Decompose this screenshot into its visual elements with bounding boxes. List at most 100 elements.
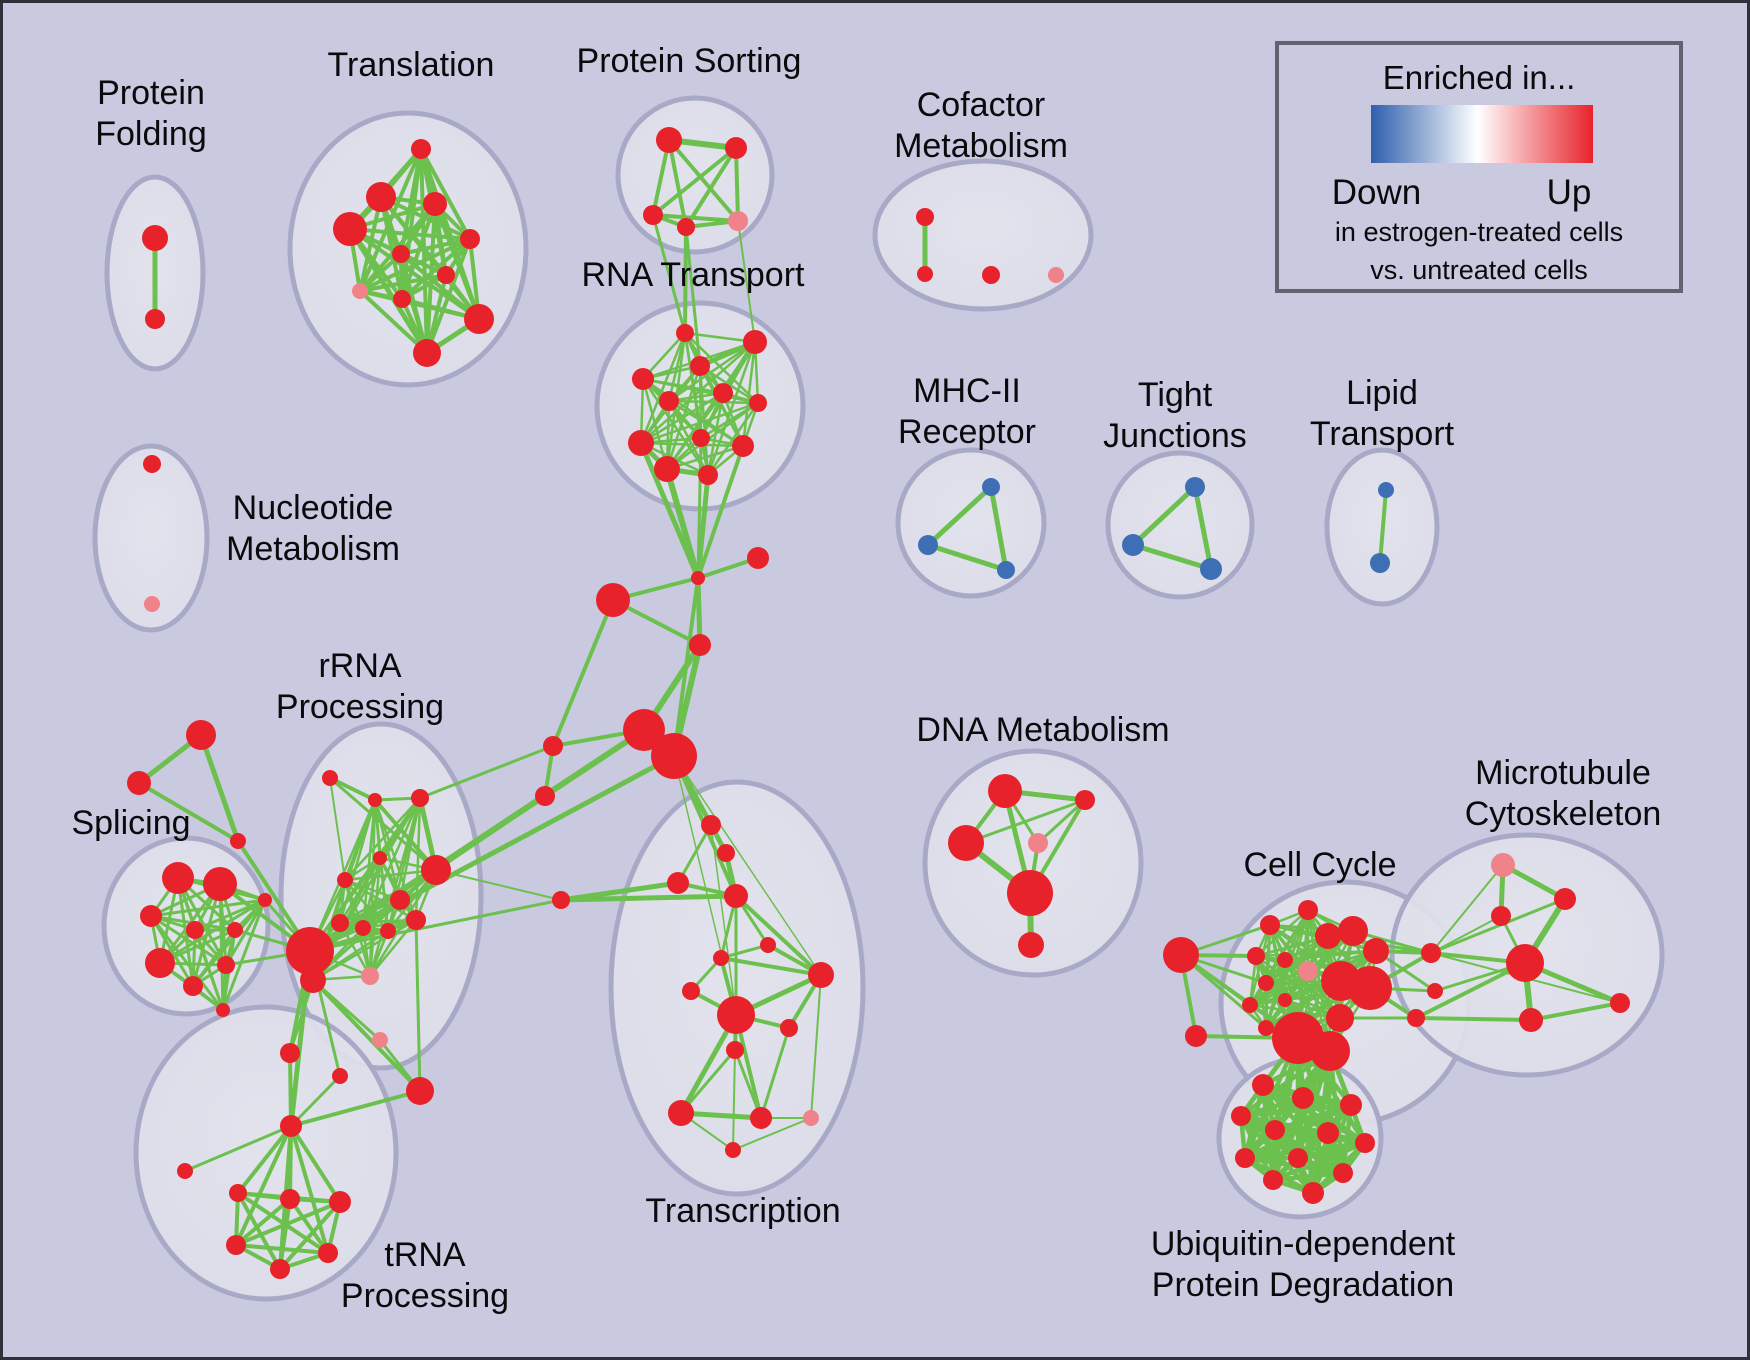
network-node-j1 [691,571,705,585]
lipid-transport-label: Lipid Transport [1310,374,1455,453]
trna-processing-label: tRNA Processing [341,1236,509,1315]
network-edge [418,744,555,800]
network-edge [347,226,430,356]
network-node-q12 [286,927,334,975]
network-node-v2 [1292,1087,1314,1109]
dna-metabolism-label: DNA Metabolism [916,711,1169,749]
mhc-ii-receptor-label: MHC-II Receptor [898,372,1036,451]
network-edge [289,1089,422,1128]
network-node-cf2 [917,266,933,282]
network-edge [183,1124,293,1173]
network-edge [684,225,702,368]
network-node-tl3 [423,192,447,216]
network-node-v1 [1252,1074,1274,1096]
cluster-ellipse-nucleotide-metabolism [92,443,210,633]
network-node-d3 [948,825,984,861]
network-edge [734,894,823,977]
rna-transport-label: RNA Transport [582,256,806,294]
network-node-cf1 [916,208,934,226]
network-edge [358,289,429,355]
network-edge [278,1197,292,1271]
network-edge [399,252,481,321]
network-node-d2 [1075,790,1095,810]
network-edge [278,1200,342,1271]
network-node-tj3 [1200,558,1222,580]
network-edge [1414,1016,1533,1022]
network-node-m4 [1506,944,1544,982]
network-node-x6 [713,950,729,966]
network-edge [307,753,677,954]
network-edge [236,1191,282,1271]
network-node-cf3 [982,266,1000,284]
network-edge [343,878,418,922]
legend-caption-line2: vs. untreated cells [1370,255,1588,285]
network-edge [137,781,240,843]
network-node-j3 [596,583,630,617]
network-node-q6 [337,872,353,888]
network-node-tl6 [392,245,410,263]
network-edge [289,1074,342,1128]
network-edge [664,466,701,581]
network-edge [236,1124,293,1195]
network-node-c18 [1310,1031,1350,1071]
network-node-v6 [1317,1122,1339,1144]
network-edge [964,798,1087,845]
network-node-d1 [988,774,1022,808]
network-edge [678,1110,764,1121]
network-edge [641,377,760,405]
network-node-m2 [1554,888,1576,910]
network-edge [193,928,225,1012]
network-node-q14 [361,967,379,985]
network-node-nm1 [143,455,161,473]
nucleotide-metabolism-label: Nucleotide Metabolism [226,489,400,568]
cluster-ellipse-protein-sorting [615,95,775,255]
network-node-lt2 [1370,553,1390,573]
network-node-u7 [270,1259,290,1279]
network-edge [1130,484,1198,548]
network-node-rt3 [690,356,710,376]
network-node-q5 [421,855,451,885]
network-edge [368,918,418,978]
legend-caption-line1: in estrogen-treated cells [1334,217,1624,247]
network-edge [639,331,687,445]
network-node-pf2 [145,309,165,329]
network-edge [639,401,760,445]
network-edge [673,755,822,976]
network-node-x13 [750,1107,772,1129]
protein-sorting-label: Protein Sorting [577,42,802,80]
network-node-q19 [280,1115,302,1137]
network-edge [737,220,756,343]
network-node-u2 [229,1184,247,1202]
legend-up-label: Up [1546,173,1592,212]
network-node-mh2 [918,535,938,555]
network-node-cf4 [1048,267,1064,283]
network-edge [706,401,760,477]
cluster-ellipse-cofactor-metabolism [872,158,1094,312]
network-edge [311,978,382,1042]
network-node-v7 [1355,1133,1375,1153]
network-edge [733,1048,763,1120]
network-node-x9 [717,996,755,1034]
network-node-x0 [552,891,570,909]
network-node-rt7 [749,394,767,412]
network-node-pf1 [142,225,168,251]
network-node-j4 [689,634,711,656]
network-edge [1270,1170,1346,1183]
network-node-c12 [1338,916,1368,946]
network-edge [329,777,346,881]
network-edge [193,898,267,932]
network-node-u5 [226,1235,246,1255]
network-node-sp3 [140,905,162,927]
network-canvas: Protein Folding Translation Protein Sorting… [71,42,1665,1315]
network-edge [328,776,438,872]
network-node-sp1 [162,862,194,894]
network-edge [684,146,738,229]
network-edge [348,227,481,321]
network-node-c8 [1242,997,1258,1013]
network-node-c19 [1421,943,1441,963]
network-edge [651,213,740,223]
network-node-sp2 [203,867,237,901]
network-node-nm2 [144,596,160,612]
network-edge [665,391,725,471]
network-node-rt4 [632,368,654,390]
